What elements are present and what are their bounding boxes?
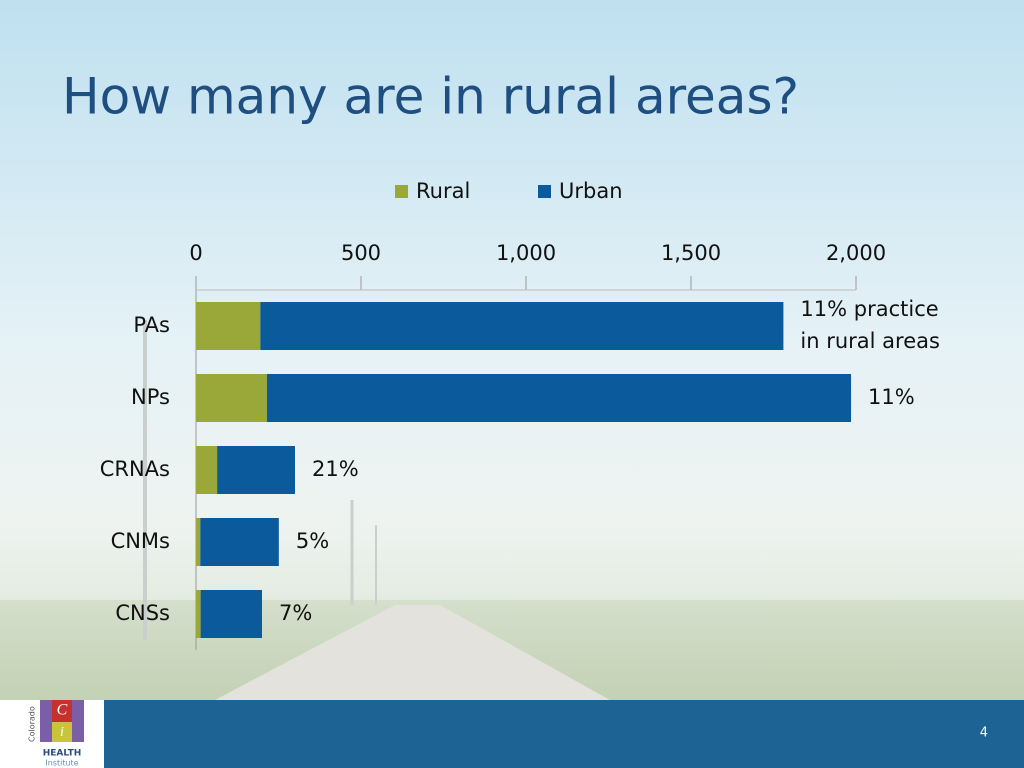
annotation: 5% [296, 529, 329, 553]
legend-label: Rural [416, 179, 470, 203]
chart-title: How many are in rural areas? [62, 68, 799, 126]
legend-swatch [538, 185, 551, 198]
x-tick-label: 0 [189, 241, 202, 265]
x-tick-label: 1,000 [496, 241, 556, 265]
logo-block [52, 700, 72, 722]
x-tick-label: 1,500 [661, 241, 721, 265]
bar [196, 518, 201, 566]
logo-letter: i [60, 725, 64, 740]
bar [196, 590, 201, 638]
annotation-line: 21% [312, 457, 359, 481]
slide-number: 4 [980, 726, 988, 741]
bar [196, 302, 261, 350]
bar [200, 590, 262, 638]
logo-letter: C [57, 702, 68, 719]
logo-block [52, 722, 72, 742]
annotation-line: 7% [279, 601, 312, 625]
logo-name: HEALTH [43, 749, 82, 759]
annotation: 21% [312, 457, 359, 481]
y-tick-label: CNSs [115, 601, 170, 625]
annotation: 11% [868, 385, 915, 409]
bar [217, 446, 295, 494]
bar [266, 374, 852, 422]
y-tick-label: CNMs [111, 529, 170, 553]
y-tick-label: PAs [133, 313, 170, 337]
logo-side: Colorado [28, 706, 37, 742]
bar [200, 518, 279, 566]
annotation-line: 11% practice [800, 297, 938, 321]
annotation-line: in rural areas [800, 329, 940, 353]
bar [260, 302, 784, 350]
y-tick-label: CRNAs [100, 457, 170, 481]
annotation: 11% practice in rural areas [800, 297, 940, 353]
y-tick-label: NPs [131, 385, 170, 409]
legend-swatch [395, 185, 408, 198]
logo-sub: Institute [45, 759, 78, 768]
bar [196, 374, 267, 422]
annotation-line: 11% [868, 385, 915, 409]
legend-label: Urban [559, 179, 623, 203]
x-tick-label: 2,000 [826, 241, 886, 265]
road [215, 605, 610, 700]
annotation: 7% [279, 601, 312, 625]
bar [196, 446, 218, 494]
annotation-line: 5% [296, 529, 329, 553]
footer-bar [104, 700, 1024, 768]
x-tick-label: 500 [341, 241, 381, 265]
